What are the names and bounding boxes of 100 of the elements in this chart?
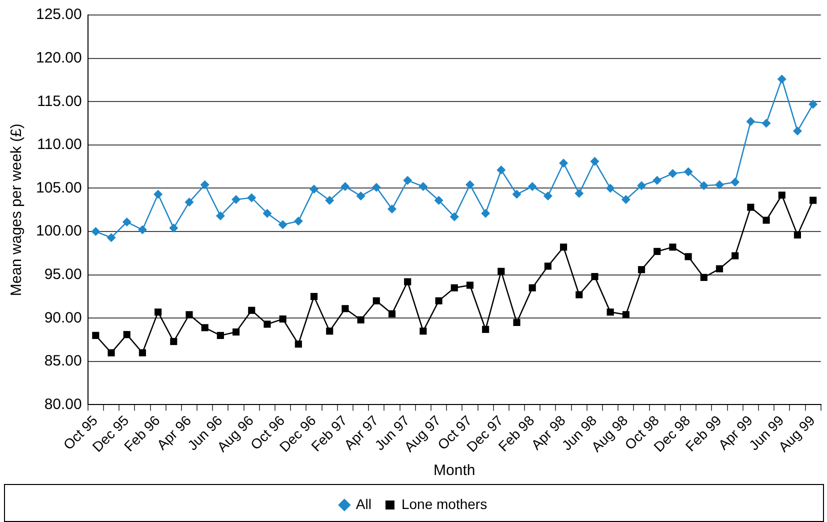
y-tick-label: 90.00 [44, 309, 82, 326]
point [762, 216, 770, 224]
point [138, 225, 147, 234]
point [169, 224, 178, 233]
point [372, 297, 380, 304]
point [326, 328, 334, 335]
point [264, 320, 271, 328]
point [138, 349, 146, 356]
point [340, 182, 350, 191]
point [559, 158, 568, 168]
point [403, 176, 412, 185]
y-axis-title: Mean wages per week (£) [8, 124, 26, 296]
point [465, 180, 474, 190]
point [91, 227, 100, 236]
point [186, 311, 193, 318]
point [342, 305, 349, 312]
point [92, 332, 100, 339]
point [434, 196, 444, 205]
point [466, 282, 474, 289]
point [388, 310, 396, 318]
point [310, 184, 319, 194]
point [792, 126, 802, 136]
point [746, 117, 756, 126]
point [714, 180, 724, 190]
point [248, 306, 256, 314]
point [762, 118, 771, 128]
y-tick-label: 85.00 [44, 352, 82, 370]
y-tick-label: 100.00 [36, 222, 82, 240]
point [668, 168, 678, 178]
point [606, 308, 614, 316]
point [435, 297, 442, 304]
point [747, 204, 754, 211]
point [810, 196, 817, 204]
point [574, 188, 584, 198]
point [372, 182, 381, 192]
point [404, 278, 412, 286]
point [232, 328, 240, 336]
point [294, 340, 302, 348]
point [294, 216, 303, 226]
point [652, 176, 662, 185]
point [513, 318, 520, 326]
point [450, 212, 459, 222]
point [325, 196, 334, 205]
point [560, 244, 568, 251]
point [512, 190, 522, 199]
point [357, 316, 364, 324]
point [778, 192, 786, 199]
point [154, 190, 163, 199]
point [154, 308, 162, 316]
point [123, 331, 130, 338]
point [310, 292, 318, 300]
y-tick-label: 95.00 [44, 266, 82, 283]
point [201, 324, 208, 332]
point [622, 311, 630, 318]
point [170, 338, 178, 346]
point [108, 349, 115, 356]
point [528, 182, 537, 191]
legend-label: Lone mothers [401, 496, 488, 512]
point [184, 198, 194, 207]
point [543, 192, 552, 201]
point [450, 284, 458, 292]
point [808, 100, 818, 109]
point [216, 332, 224, 339]
point [638, 266, 646, 274]
point [482, 326, 490, 333]
point [716, 265, 724, 272]
point [216, 211, 225, 220]
point [247, 193, 256, 202]
point [122, 218, 132, 226]
point [356, 192, 366, 201]
y-tick-label: 125.00 [36, 6, 82, 24]
point [418, 182, 428, 191]
point [684, 167, 693, 176]
point [528, 284, 536, 292]
point [387, 204, 396, 214]
point [669, 244, 676, 251]
point [576, 291, 583, 298]
point [606, 184, 615, 193]
point [621, 194, 630, 204]
point [591, 273, 598, 280]
point [777, 74, 786, 84]
point [730, 178, 740, 187]
point [654, 248, 661, 255]
point [262, 208, 272, 218]
y-tick-label: 120.00 [36, 49, 82, 66]
point [278, 220, 288, 230]
point [699, 181, 708, 190]
point [420, 328, 427, 335]
point [496, 166, 506, 175]
point [732, 252, 739, 260]
point [544, 262, 552, 270]
y-tick-label: 110.00 [37, 136, 82, 154]
x-axis-title: Month [434, 462, 476, 480]
y-tick-label: 105.00 [36, 179, 82, 196]
y-tick-label: 80.00 [44, 396, 82, 413]
point [200, 180, 210, 190]
point [700, 274, 708, 281]
point [637, 181, 646, 190]
point [232, 194, 241, 204]
point [794, 231, 802, 239]
